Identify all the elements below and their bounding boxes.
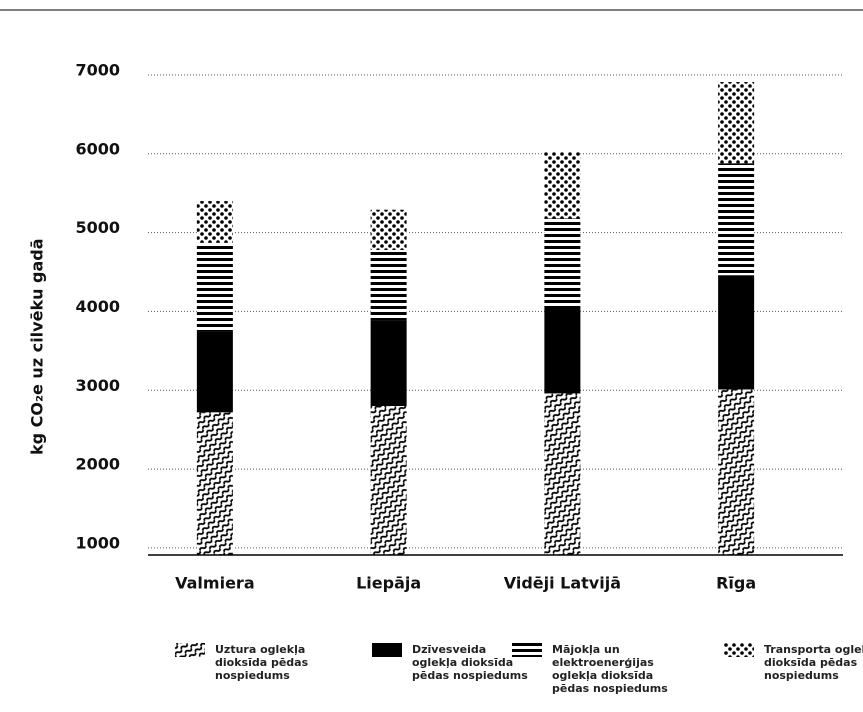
y-tick-label: 4000 [75,297,120,316]
legend-item: Uztura oglekļa dioksīda pēdas nospiedums [175,643,375,682]
x-tick-label: Liepāja [356,574,421,593]
x-tick-label: Valmiera [175,574,254,593]
legend-swatch [175,643,205,657]
bar-segment [370,320,407,407]
legend-swatch-fill [724,643,754,657]
y-tick-label: 5000 [75,218,120,237]
bar-segment [544,152,581,219]
y-tick-label: 2000 [75,455,120,474]
legend-item: Transporta oglekļa dioksīda pēdas nospie… [724,643,863,682]
bar-segment [718,82,755,164]
legend-item: Mājokļa un elektroenerģijas oglekļa diok… [512,643,712,695]
bar-segment [196,201,233,243]
bar-segment [544,307,581,394]
bar-segment [370,249,407,321]
chart: kg CO₂e uz cilvēku gadā 1000 2000 3000 4000… [0,9,863,593]
bar-segment [196,331,233,413]
bar-segment [718,275,755,390]
y-tick-label: 3000 [75,376,120,395]
bar-segment [544,393,581,555]
bar-segment [370,406,407,555]
bar-segment [196,242,233,332]
bar-segment [718,389,755,555]
legend-swatch [372,643,402,657]
legend-label: Transporta oglekļa dioksīda pēdas nospie… [764,643,863,682]
bar-segment [718,163,755,276]
legend-swatch [512,643,542,657]
legend-label: Mājokļa un elektroenerģijas oglekļa diok… [552,643,668,695]
y-tick-label: 7000 [75,60,120,79]
y-tick-label: 6000 [75,139,120,158]
y-axis-label: kg CO₂e uz cilvēku gadā [28,238,47,455]
bar-segment [544,218,581,308]
legend-swatch-fill [372,643,402,657]
y-tick-label: 1000 [75,533,120,552]
legend: Uztura oglekļa dioksīda pēdas nospiedums… [0,643,863,712]
x-tick-label: Vidēji Latvijā [504,574,621,593]
legend-label: Dzīvesveida oglekļa dioksīda pēdas nospi… [412,643,528,682]
legend-swatch-fill [175,643,205,657]
legend-swatch-fill [512,643,542,657]
bar-segment [370,209,407,250]
bar-segment [196,412,233,555]
legend-swatch [724,643,754,657]
legend-item: Dzīvesveida oglekļa dioksīda pēdas nospi… [372,643,572,682]
legend-label: Uztura oglekļa dioksīda pēdas nospiedums [215,643,309,682]
x-tick-label: Rīga [716,574,756,593]
